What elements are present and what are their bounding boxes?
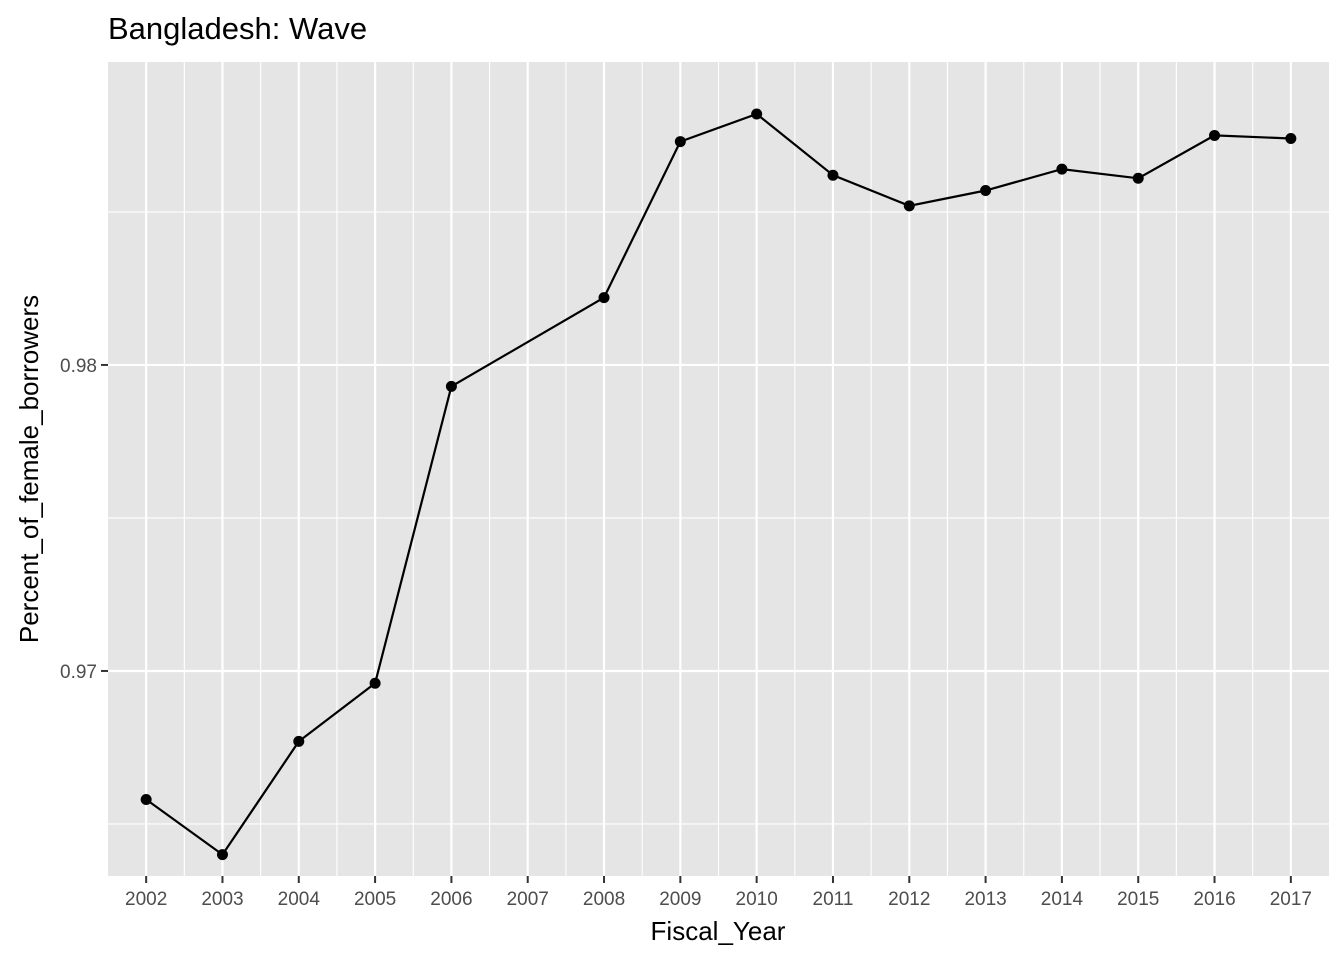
y-tick-label: 0.97 — [60, 662, 97, 683]
x-axis: 2002 2003 2004 2005 2006 2007 2008 2009 2010 2011… — [125, 876, 1312, 910]
x-tick-label: 2007 — [507, 889, 549, 910]
data-series — [140, 108, 1297, 861]
y-tick-label: 0.98 — [60, 356, 97, 377]
data-point — [216, 849, 228, 861]
major-gridlines — [108, 62, 1329, 876]
y-axis-title: Percent_of_female_borrowers — [14, 295, 44, 643]
minor-gridlines — [108, 62, 1329, 876]
data-point — [903, 200, 915, 212]
data-point — [1209, 129, 1221, 141]
x-tick-label: 2013 — [964, 889, 1006, 910]
y-axis: 0.97 0.98 — [60, 356, 108, 683]
x-tick-label: 2017 — [1270, 889, 1312, 910]
x-tick-label: 2005 — [354, 889, 396, 910]
data-point — [1285, 133, 1297, 145]
x-tick-label: 2012 — [888, 889, 930, 910]
x-tick-label: 2015 — [1117, 889, 1159, 910]
x-tick-label: 2002 — [125, 889, 167, 910]
x-axis-title: Fiscal_Year — [651, 916, 786, 946]
data-point — [445, 380, 457, 392]
x-tick-label: 2009 — [659, 889, 701, 910]
x-tick-label: 2006 — [430, 889, 472, 910]
data-point — [1056, 163, 1068, 175]
data-point — [827, 169, 839, 181]
data-point — [598, 292, 610, 304]
x-tick-label: 2008 — [583, 889, 625, 910]
x-tick-label: 2003 — [201, 889, 243, 910]
x-tick-label: 2010 — [736, 889, 778, 910]
data-point — [369, 677, 381, 689]
data-point — [293, 735, 305, 747]
x-tick-label: 2016 — [1193, 889, 1235, 910]
x-tick-label: 2011 — [813, 889, 854, 910]
data-point — [751, 108, 763, 120]
chart-title: Bangladesh: Wave — [108, 11, 367, 46]
x-tick-label: 2014 — [1041, 889, 1084, 910]
data-point — [980, 185, 992, 197]
data-point — [140, 793, 152, 805]
data-point — [1132, 172, 1144, 184]
data-point — [674, 136, 686, 148]
x-tick-label: 2004 — [278, 889, 321, 910]
